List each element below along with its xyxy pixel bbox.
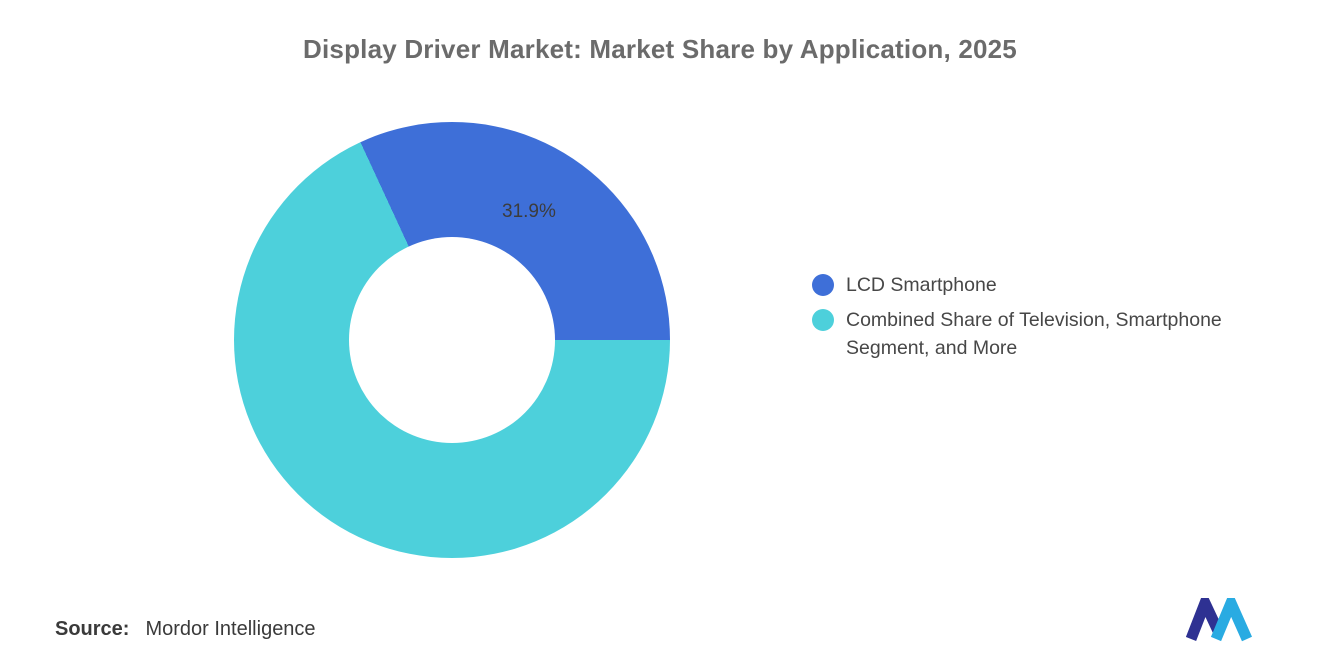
mordor-intelligence-logo	[1186, 598, 1252, 642]
source-text: Mordor Intelligence	[145, 618, 316, 640]
donut-chart	[234, 122, 670, 558]
chart-legend: LCD Smartphone Combined Share of Televis…	[812, 271, 1294, 362]
slice-data-label: 31.9%	[502, 201, 556, 222]
legend-item: LCD Smartphone	[812, 271, 1294, 299]
legend-item: Combined Share of Television, Smartphone…	[812, 306, 1294, 362]
donut-hole	[349, 237, 555, 443]
source-prefix-label: Source:	[55, 618, 130, 640]
logo-right-peak	[1210, 598, 1252, 642]
source-line: Source: Mordor Intelligence	[55, 618, 316, 641]
chart-title: Display Driver Market: Market Share by A…	[303, 34, 1017, 64]
legend-label: LCD Smartphone	[846, 274, 997, 296]
legend-label: Combined Share of Television, Smartphone…	[846, 309, 1222, 359]
legend-swatch-icon	[812, 309, 834, 331]
logo-left-peak	[1186, 598, 1224, 641]
legend-swatch-icon	[812, 274, 834, 296]
